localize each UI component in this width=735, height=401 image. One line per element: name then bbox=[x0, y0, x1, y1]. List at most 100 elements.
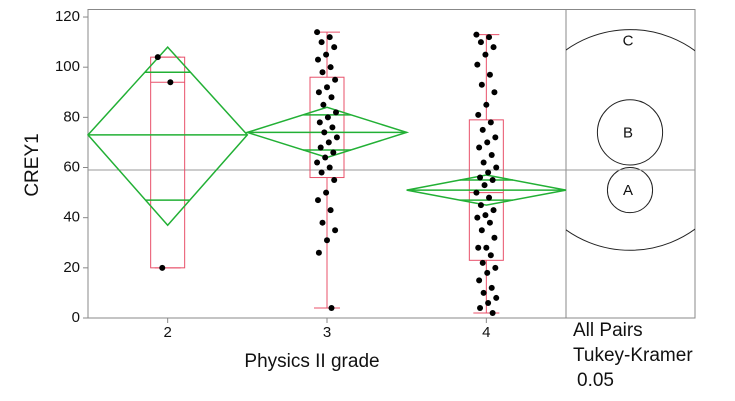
data-point bbox=[480, 159, 487, 166]
y-tick-label: 0 bbox=[72, 309, 80, 326]
comparison-circles bbox=[566, 29, 695, 251]
comparison-circle bbox=[566, 29, 695, 251]
data-point bbox=[475, 111, 482, 118]
data-point bbox=[491, 234, 498, 241]
data-point bbox=[475, 244, 482, 251]
data-point bbox=[325, 139, 332, 146]
data-point bbox=[487, 252, 494, 259]
data-point bbox=[167, 79, 174, 86]
data-point bbox=[473, 189, 480, 196]
data-point bbox=[315, 56, 321, 63]
data-point bbox=[328, 304, 335, 311]
data-point bbox=[486, 194, 493, 201]
data-point bbox=[474, 214, 481, 221]
data-point bbox=[480, 289, 487, 296]
circle-label: C bbox=[623, 33, 634, 50]
x-axis-label: Physics II grade bbox=[244, 351, 379, 372]
y-axis-label: CREY1 bbox=[22, 133, 43, 196]
data-point bbox=[326, 164, 333, 171]
data-point bbox=[474, 61, 481, 68]
data-point bbox=[331, 44, 338, 51]
data-point bbox=[319, 219, 326, 226]
data-point bbox=[493, 164, 500, 171]
data-point bbox=[321, 129, 328, 136]
data-point bbox=[318, 39, 325, 46]
data-point bbox=[320, 101, 327, 108]
data-point bbox=[323, 189, 330, 196]
data-point bbox=[477, 202, 484, 209]
data-point bbox=[477, 174, 484, 181]
data-point bbox=[493, 294, 500, 301]
data-point bbox=[324, 84, 330, 91]
data-point bbox=[492, 134, 499, 141]
data-point bbox=[488, 151, 495, 158]
data-point bbox=[315, 89, 322, 96]
comparison-label: 0.05 bbox=[577, 370, 614, 391]
data-point bbox=[491, 89, 498, 96]
x-tick-label: 2 bbox=[163, 324, 171, 341]
data-point bbox=[315, 249, 322, 256]
data-point bbox=[478, 81, 485, 88]
data-point bbox=[476, 277, 483, 284]
data-point bbox=[314, 159, 321, 166]
data-point bbox=[478, 227, 485, 234]
circle-label: A bbox=[623, 182, 633, 199]
data-point bbox=[486, 219, 493, 226]
means-diamond bbox=[86, 46, 249, 227]
y-tick-label: 100 bbox=[55, 58, 80, 75]
data-point bbox=[490, 44, 497, 51]
circle-label: B bbox=[623, 124, 633, 141]
comparison-label: Tukey-Kramer bbox=[573, 345, 693, 366]
data-point bbox=[328, 94, 335, 101]
data-point bbox=[330, 149, 337, 156]
data-point bbox=[319, 69, 326, 76]
data-point bbox=[489, 177, 496, 184]
box bbox=[150, 56, 186, 269]
x-label-box bbox=[220, 345, 405, 379]
y-tick-label: 40 bbox=[63, 209, 80, 226]
data-point bbox=[482, 51, 489, 58]
data-point bbox=[492, 264, 499, 271]
data-point bbox=[324, 114, 331, 121]
data-point bbox=[473, 31, 480, 38]
data-point bbox=[477, 304, 484, 311]
data-point bbox=[481, 182, 488, 189]
data-point bbox=[486, 71, 493, 78]
data-point bbox=[314, 29, 321, 36]
plot-frame bbox=[87, 9, 696, 319]
data-point bbox=[329, 124, 336, 131]
x-tick-label: 4 bbox=[482, 324, 490, 341]
x-tick-label: 3 bbox=[323, 324, 331, 341]
data-point bbox=[479, 259, 486, 266]
data-point bbox=[483, 101, 490, 108]
data-point bbox=[488, 284, 495, 291]
data-point bbox=[489, 309, 496, 316]
data-point bbox=[323, 51, 330, 58]
data-point bbox=[326, 34, 333, 41]
comparison-circle bbox=[596, 99, 664, 166]
data-point bbox=[324, 237, 330, 244]
y-tick-label: 60 bbox=[63, 158, 80, 175]
data-point bbox=[482, 212, 489, 219]
data-point bbox=[327, 64, 334, 71]
data-point bbox=[327, 207, 334, 214]
data-point bbox=[490, 207, 497, 214]
data-point bbox=[333, 134, 340, 141]
data-point bbox=[332, 227, 339, 234]
data-point bbox=[477, 39, 484, 46]
data-point bbox=[476, 144, 483, 151]
data-point bbox=[487, 119, 494, 126]
data-point bbox=[484, 139, 491, 146]
data-point bbox=[485, 299, 492, 306]
comparison-circle bbox=[606, 167, 654, 214]
data-point bbox=[483, 244, 490, 251]
box bbox=[309, 76, 345, 179]
data-point bbox=[318, 169, 325, 176]
data-point bbox=[316, 119, 323, 126]
data-point bbox=[333, 109, 339, 116]
data-point bbox=[484, 269, 491, 276]
data-point bbox=[159, 264, 166, 271]
data-point bbox=[315, 197, 321, 204]
